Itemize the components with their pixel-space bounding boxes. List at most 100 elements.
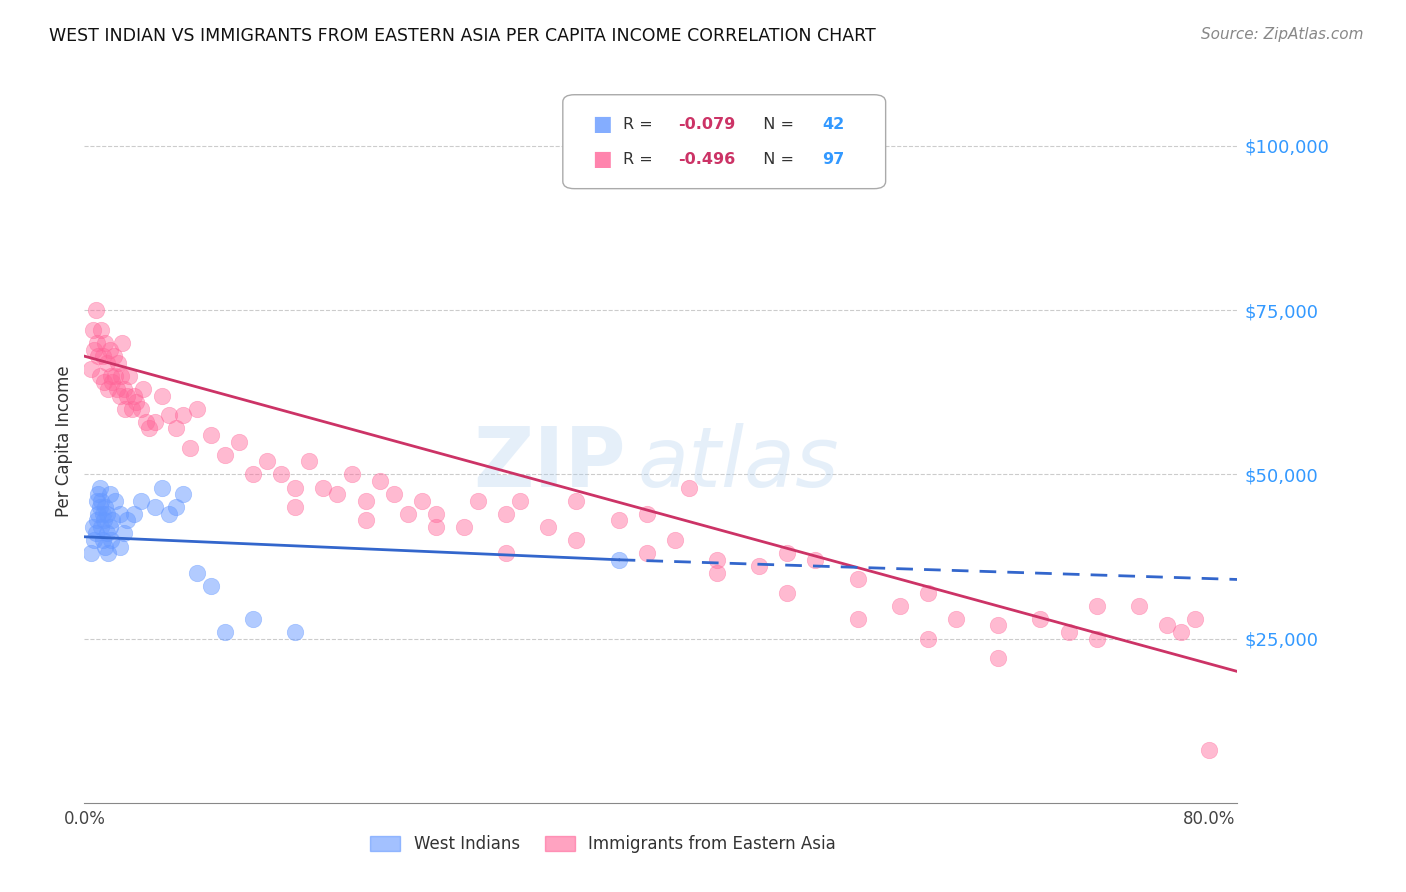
Point <box>1085 632 1108 646</box>
Point <box>565 533 588 547</box>
Point <box>125 395 148 409</box>
Point <box>776 585 799 599</box>
Point <box>368 474 391 488</box>
Text: 97: 97 <box>823 152 845 167</box>
Point <box>382 487 405 501</box>
Point <box>453 520 475 534</box>
Text: N =: N = <box>754 117 799 132</box>
Point <box>172 409 194 423</box>
Point <box>165 421 187 435</box>
Point <box>706 566 728 580</box>
Point <box>326 487 349 501</box>
Point <box>107 356 129 370</box>
Point <box>96 526 118 541</box>
Point <box>945 612 967 626</box>
Point <box>83 343 105 357</box>
Point <box>105 382 128 396</box>
Point <box>87 349 110 363</box>
Point <box>748 559 770 574</box>
Point <box>101 376 124 390</box>
Point <box>129 493 152 508</box>
Point <box>186 401 208 416</box>
Point <box>509 493 531 508</box>
Point <box>100 368 122 383</box>
Point <box>84 526 107 541</box>
Point <box>89 368 111 383</box>
Point <box>108 540 131 554</box>
Point <box>1128 599 1150 613</box>
Point <box>495 546 517 560</box>
Point <box>93 376 115 390</box>
Point <box>150 481 173 495</box>
Point <box>143 415 166 429</box>
Point <box>256 454 278 468</box>
Point <box>96 356 118 370</box>
Point <box>80 362 103 376</box>
Point <box>987 651 1010 665</box>
Point <box>138 421 160 435</box>
Point <box>917 585 939 599</box>
Legend: West Indians, Immigrants from Eastern Asia: West Indians, Immigrants from Eastern As… <box>364 828 842 860</box>
Point <box>104 493 127 508</box>
Point <box>537 520 560 534</box>
Point <box>115 388 138 402</box>
Point <box>228 434 250 449</box>
Point <box>87 507 110 521</box>
Point <box>82 520 104 534</box>
Point <box>112 526 135 541</box>
Point <box>82 323 104 337</box>
Point <box>86 513 108 527</box>
Point <box>354 513 377 527</box>
Text: ■: ■ <box>592 114 612 134</box>
Point <box>115 513 138 527</box>
Point <box>1029 612 1052 626</box>
Point <box>135 415 157 429</box>
Point <box>101 513 124 527</box>
Point <box>889 599 911 613</box>
Point <box>98 487 121 501</box>
Point <box>284 500 307 515</box>
Point <box>172 487 194 501</box>
Point <box>425 507 447 521</box>
Point <box>89 481 111 495</box>
Point <box>90 520 112 534</box>
Point <box>179 441 201 455</box>
Point <box>110 368 132 383</box>
Text: -0.079: -0.079 <box>678 117 735 132</box>
Point <box>270 467 292 482</box>
Point <box>200 428 222 442</box>
Point <box>1184 612 1206 626</box>
Text: ZIP: ZIP <box>474 423 626 504</box>
Point <box>112 382 135 396</box>
Point <box>1170 625 1192 640</box>
Point <box>804 553 827 567</box>
Point <box>242 612 264 626</box>
Point <box>87 487 110 501</box>
Point <box>94 336 117 351</box>
Point <box>607 553 630 567</box>
Point <box>354 493 377 508</box>
Point <box>93 513 115 527</box>
Text: 42: 42 <box>823 117 845 132</box>
Text: R =: R = <box>623 152 658 167</box>
FancyBboxPatch shape <box>562 95 886 189</box>
Point <box>340 467 363 482</box>
Point <box>846 612 869 626</box>
Point <box>636 507 658 521</box>
Point <box>118 368 141 383</box>
Point <box>607 513 630 527</box>
Point <box>94 500 117 515</box>
Point <box>186 566 208 580</box>
Point <box>284 481 307 495</box>
Point <box>425 520 447 534</box>
Point <box>678 481 700 495</box>
Text: -0.496: -0.496 <box>678 152 735 167</box>
Point <box>91 507 114 521</box>
Point <box>396 507 419 521</box>
Point <box>917 632 939 646</box>
Point <box>97 546 120 560</box>
Point <box>467 493 489 508</box>
Point <box>111 336 134 351</box>
Point <box>495 507 517 521</box>
Point <box>157 409 180 423</box>
